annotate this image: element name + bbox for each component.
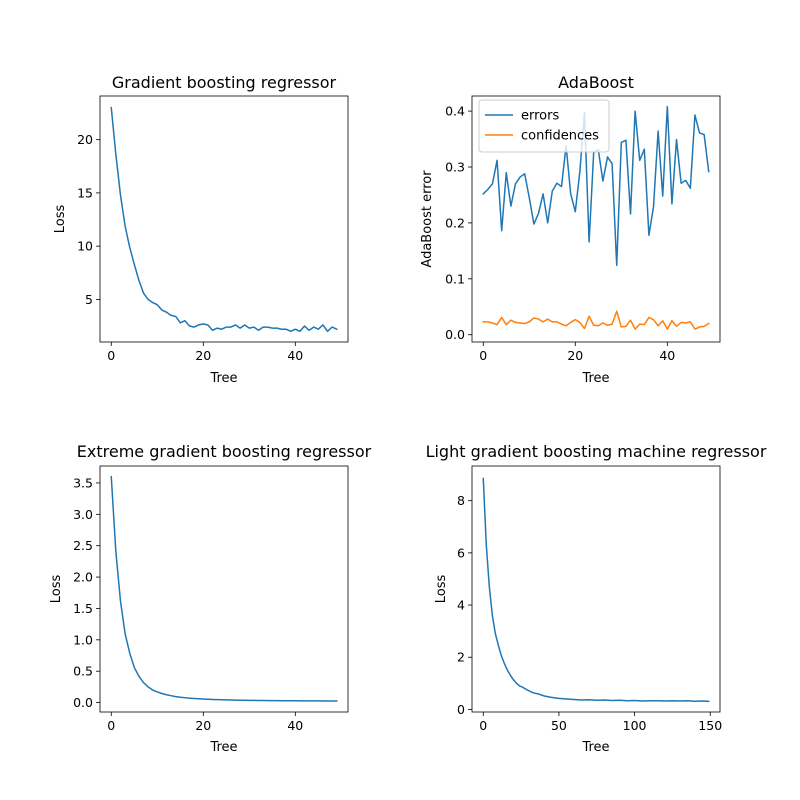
y-tick-label: 0.0 bbox=[445, 327, 465, 342]
chart-title: AdaBoost bbox=[558, 73, 634, 92]
chart-adaboost: AdaBoost Tree AdaBoost error 0 20 40 0.0 0.1… bbox=[420, 73, 721, 386]
plot-frame bbox=[471, 95, 721, 343]
plot-frame bbox=[99, 465, 349, 713]
y-tick-label: 6 bbox=[457, 545, 465, 560]
y-tick-label: 10 bbox=[77, 239, 93, 254]
y-tick-label: 15 bbox=[77, 185, 93, 200]
x-axis-label: Tree bbox=[209, 371, 237, 386]
y-tick-label: 20 bbox=[77, 132, 93, 147]
x-tick-label: 40 bbox=[659, 348, 675, 363]
y-tick-label: 1.5 bbox=[73, 601, 93, 616]
y-tick-label: 0.5 bbox=[73, 664, 93, 679]
y-tick-label: 0.4 bbox=[445, 104, 465, 119]
y-tick-label: 0.2 bbox=[445, 215, 465, 230]
y-axis-label: Loss bbox=[434, 575, 449, 604]
chart-title: Gradient boosting regressor bbox=[112, 73, 337, 92]
x-tick-label: 0 bbox=[107, 348, 115, 363]
legend-label-errors: errors bbox=[521, 109, 559, 124]
x-tick-label: 40 bbox=[287, 718, 303, 733]
plot-frame bbox=[471, 465, 721, 713]
x-tick-label: 20 bbox=[195, 348, 211, 363]
x-tick-label: 0 bbox=[479, 718, 487, 733]
y-tick-label: 3.5 bbox=[73, 475, 93, 490]
series-line-0 bbox=[482, 477, 710, 703]
x-axis-label: Tree bbox=[581, 371, 609, 386]
series-line-0 bbox=[110, 106, 338, 333]
chart-light-gradient-boosting: Light gradient boosting machine regresso… bbox=[426, 442, 767, 755]
y-tick-label: 0.1 bbox=[445, 271, 465, 286]
x-axis-label: Tree bbox=[209, 740, 237, 755]
chart-gradient-boosting: Gradient boosting regressor Tree Loss 0 2… bbox=[53, 73, 349, 386]
chart-title: Light gradient boosting machine regresso… bbox=[426, 442, 767, 461]
x-tick-label: 0 bbox=[107, 718, 115, 733]
x-tick-label: 20 bbox=[195, 718, 211, 733]
chart-title: Extreme gradient boosting regressor bbox=[77, 442, 372, 461]
y-tick-label: 2.5 bbox=[73, 538, 93, 553]
series-line-0 bbox=[110, 475, 338, 702]
x-tick-label: 150 bbox=[698, 718, 722, 733]
legend-label-confidences: confidences bbox=[521, 129, 599, 144]
x-tick-label: 40 bbox=[287, 348, 303, 363]
y-tick-label: 4 bbox=[457, 598, 465, 613]
y-axis-label: Loss bbox=[49, 575, 64, 604]
x-tick-label: 0 bbox=[479, 348, 487, 363]
x-axis-label: Tree bbox=[581, 740, 609, 755]
x-tick-label: 20 bbox=[567, 348, 583, 363]
y-tick-label: 8 bbox=[457, 493, 465, 508]
chart-extreme-gradient-boosting: Extreme gradient boosting regressor Tree… bbox=[49, 442, 372, 755]
y-axis-label: Loss bbox=[53, 205, 68, 234]
legend-box bbox=[478, 99, 610, 153]
y-axis-label: AdaBoost error bbox=[420, 170, 435, 268]
y-tick-label: 2 bbox=[457, 650, 465, 665]
x-tick-label: 100 bbox=[623, 718, 647, 733]
x-tick-label: 50 bbox=[551, 718, 567, 733]
y-tick-label: 0.3 bbox=[445, 160, 465, 175]
y-tick-label: 0 bbox=[457, 702, 465, 717]
y-tick-label: 3.0 bbox=[73, 507, 93, 522]
y-tick-label: 5 bbox=[85, 292, 93, 307]
y-tick-label: 1.0 bbox=[73, 632, 93, 647]
series-line-confidences bbox=[482, 310, 710, 330]
y-tick-label: 2.0 bbox=[73, 570, 93, 585]
y-tick-label: 0.0 bbox=[73, 695, 93, 710]
plot-frame bbox=[99, 95, 349, 343]
